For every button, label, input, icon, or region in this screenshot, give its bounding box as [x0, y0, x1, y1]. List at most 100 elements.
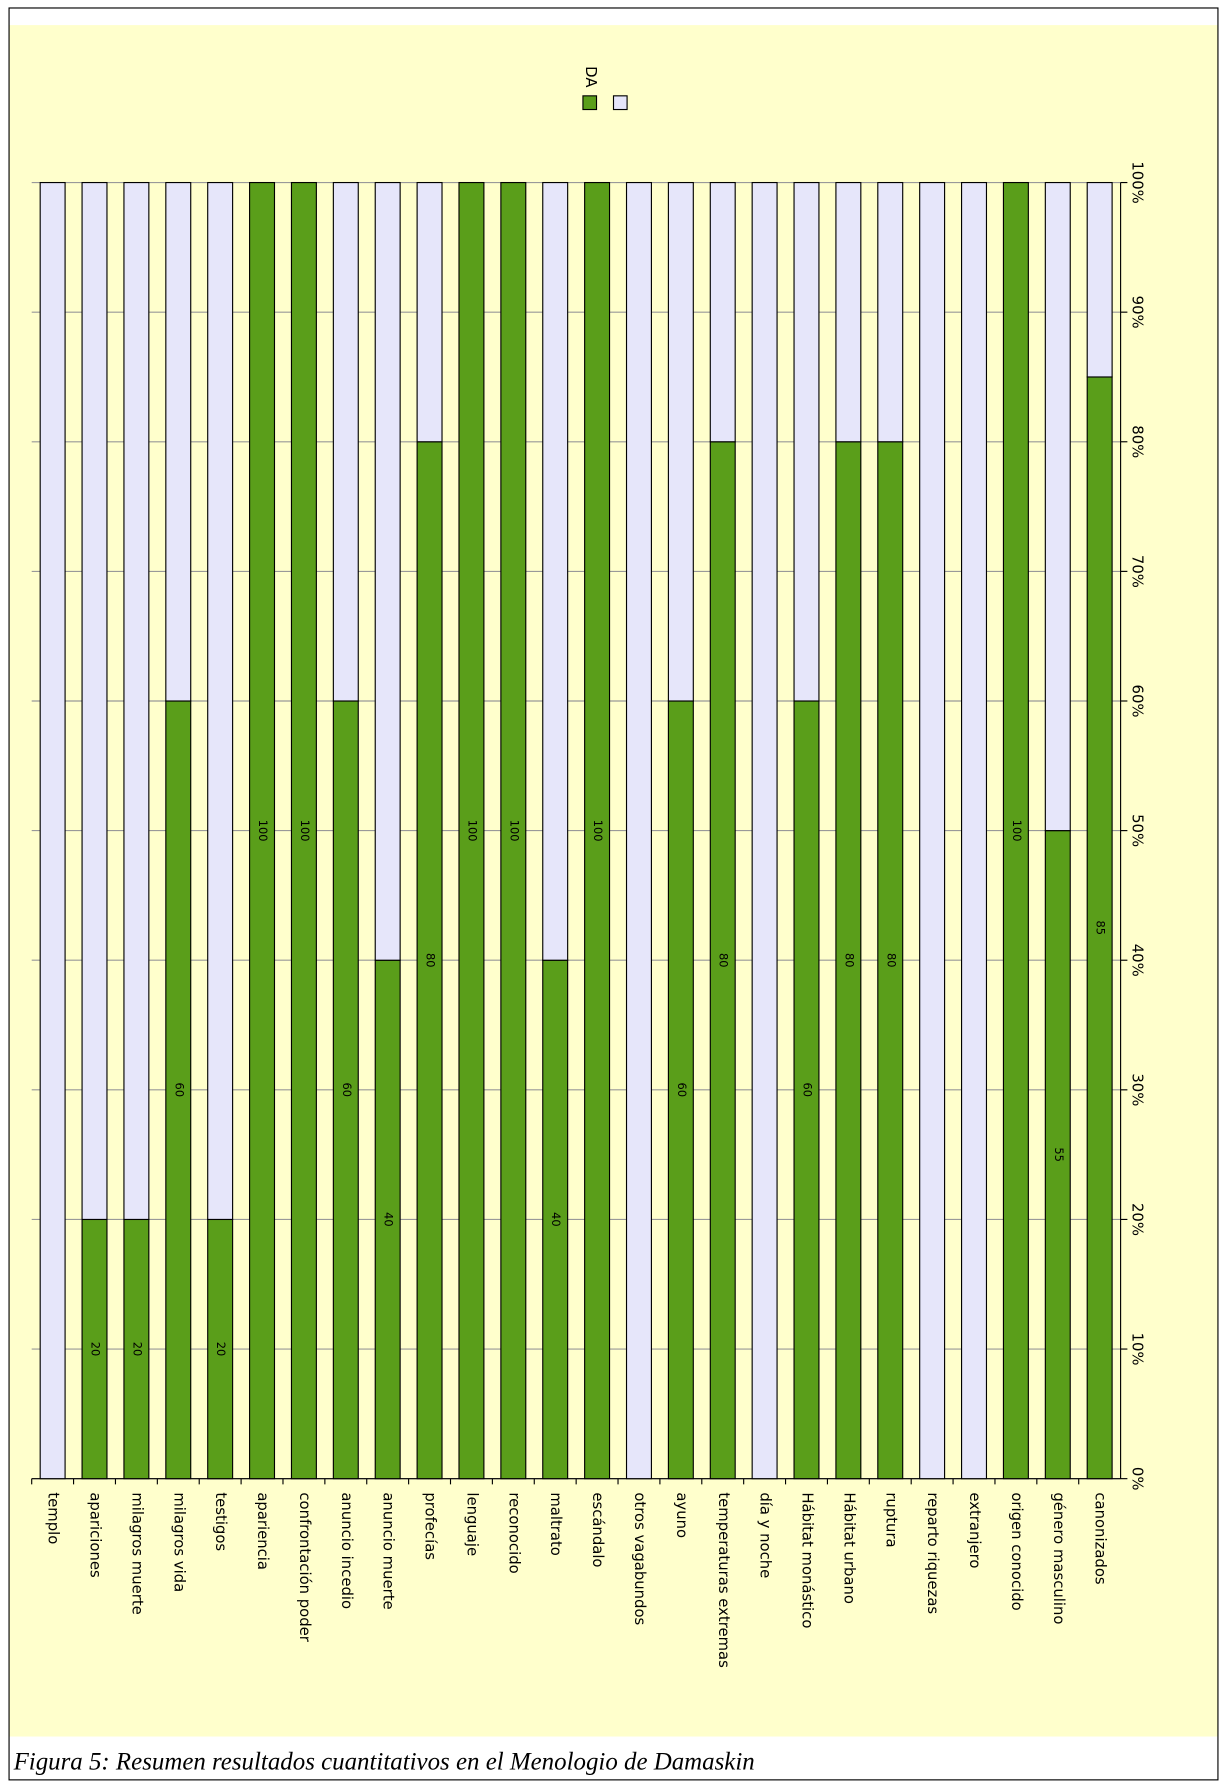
bar-segment [835, 441, 862, 1480]
data-label: 55 [1052, 1147, 1066, 1162]
data-label: 100 [256, 820, 270, 842]
data-label: 100 [591, 820, 605, 842]
x-tick-label: extranjero [966, 1492, 983, 1568]
bar-segment [458, 181, 485, 1480]
bar-segment [332, 700, 359, 1480]
x-tick-label: reparto riquezas [924, 1492, 941, 1614]
bar-segment [793, 181, 820, 702]
bar-segment [249, 181, 276, 1480]
y-tick-label: 10% [1128, 1333, 1145, 1366]
x-tick-label: anuncio muerte [380, 1492, 397, 1609]
bar-segment [39, 181, 66, 1480]
bar-segment [207, 1218, 234, 1480]
data-label: 60 [801, 1083, 815, 1098]
x-tick-label: lenguaje [463, 1492, 480, 1556]
y-tick-label: 30% [1128, 1073, 1145, 1106]
bar-segment [374, 959, 401, 1480]
data-label: 80 [884, 953, 898, 968]
bar-segment [123, 1218, 150, 1480]
x-tick-label: milagros vida [170, 1492, 187, 1592]
x-tick-label: ayuno [673, 1492, 690, 1538]
x-tick-label: milagros muerte [128, 1492, 145, 1614]
x-tick-label: templo [45, 1492, 62, 1544]
y-tick-label: 80% [1128, 425, 1145, 458]
bar-segment [542, 181, 569, 961]
data-label: 40 [382, 1212, 396, 1227]
frame [8, 7, 1219, 1781]
data-label: 40 [549, 1212, 563, 1227]
bar-segment [1086, 181, 1113, 378]
bar-segment [290, 181, 317, 1480]
x-tick-label: confrontación poder [296, 1492, 313, 1642]
bar-segment [960, 181, 988, 1480]
data-label: 60 [675, 1083, 689, 1098]
data-label: 20 [214, 1342, 228, 1357]
y-tick-label: 100% [1128, 161, 1145, 203]
x-tick-label: ruptura [882, 1492, 899, 1547]
data-label: 20 [89, 1342, 103, 1357]
bar-segment [1044, 181, 1071, 832]
x-tick-label: maltrato [547, 1492, 564, 1556]
data-label: 80 [842, 953, 856, 968]
x-tick-label: profecías [422, 1492, 439, 1560]
bar-segment [500, 181, 527, 1480]
bar-segment [416, 441, 443, 1480]
bar-segment [1044, 830, 1071, 1480]
x-tick-label: día y noche [757, 1492, 774, 1578]
y-tick-label: 50% [1128, 814, 1145, 847]
bar-segment [667, 700, 694, 1480]
bar-segment [81, 181, 108, 1221]
y-tick-label: 60% [1128, 685, 1145, 718]
data-label: 60 [340, 1083, 354, 1098]
bar-segment [625, 181, 652, 1480]
y-tick-label: 40% [1128, 944, 1145, 977]
x-tick-label: apariencia [254, 1492, 271, 1570]
bar-segment [793, 700, 820, 1480]
x-tick-label: otros vagabundos [631, 1492, 648, 1625]
bar-segment [81, 1218, 108, 1480]
bar-segment [542, 959, 569, 1480]
x-tick-label: apariciones [87, 1492, 104, 1577]
bar-segment [123, 181, 150, 1221]
y-tick-label: 70% [1128, 555, 1145, 588]
bar-segment [584, 181, 611, 1480]
data-label: 100 [298, 820, 312, 842]
y-tick-label: 20% [1128, 1203, 1145, 1236]
data-label: 100 [465, 820, 479, 842]
x-tick-label: escándalo [589, 1492, 606, 1567]
bar-segment [835, 181, 862, 443]
y-tick-label: 90% [1128, 296, 1145, 329]
x-tick-label: canonizados [1092, 1492, 1109, 1584]
x-tick-label: temperaturas extremas [715, 1492, 732, 1667]
bar-segment [332, 181, 359, 702]
x-tick-label: anuncio incedio [338, 1492, 355, 1609]
legend-label: DA [582, 66, 599, 87]
data-label: 20 [130, 1342, 144, 1357]
bar-segment [919, 181, 946, 1480]
data-label: 100 [1010, 820, 1024, 842]
x-tick-label: Hábitat urbano [840, 1492, 857, 1604]
bar-segment [877, 181, 904, 443]
data-label: 100 [507, 820, 521, 842]
legend-swatch [612, 95, 628, 111]
bar-segment [416, 181, 443, 443]
bar-segment [165, 181, 192, 702]
x-tick-label: género masculino [1050, 1492, 1067, 1624]
caption: Figura 5: Resumen resultados cuantitativ… [13, 1749, 755, 1776]
data-label: 80 [717, 953, 731, 968]
x-tick-label: reconocido [505, 1492, 522, 1573]
bar-segment [374, 181, 401, 961]
data-label: 85 [1094, 921, 1108, 936]
bar-segment [667, 181, 694, 702]
bar-segment [1002, 181, 1029, 1480]
y-tick-label: 0% [1128, 1467, 1145, 1491]
bar-segment [207, 181, 234, 1221]
bar-segment [751, 181, 778, 1480]
data-label: 60 [172, 1083, 186, 1098]
x-tick-label: origen conocido [1008, 1492, 1025, 1610]
x-tick-label: testigos [212, 1492, 229, 1551]
legend-swatch [582, 95, 598, 111]
bar-segment [877, 441, 904, 1480]
